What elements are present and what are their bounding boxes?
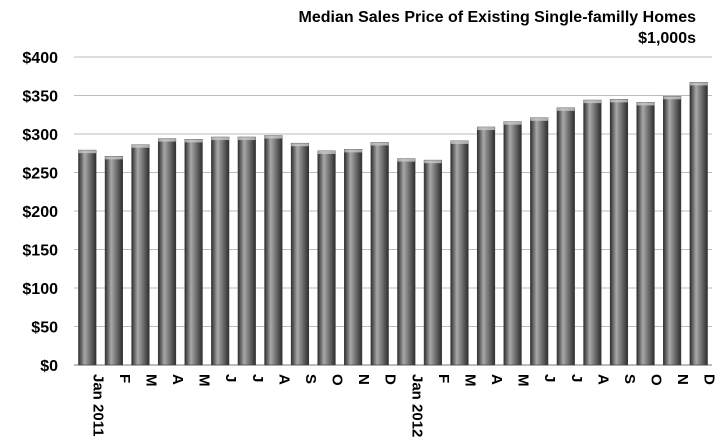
x-tick-label: S bbox=[302, 374, 319, 384]
x-tick-label: J bbox=[568, 374, 585, 382]
x-tick-label: M bbox=[196, 374, 213, 387]
x-tick-label: N bbox=[355, 374, 372, 385]
x-tick-label: J bbox=[249, 374, 266, 382]
x-tick-label: F bbox=[116, 374, 133, 383]
bar bbox=[397, 158, 416, 366]
bar bbox=[237, 136, 256, 366]
bar-cap bbox=[370, 142, 389, 146]
bar bbox=[131, 144, 150, 366]
x-tick-label: A bbox=[594, 374, 611, 385]
bar bbox=[211, 136, 230, 366]
bar bbox=[583, 99, 602, 366]
x-tick-label: A bbox=[488, 374, 505, 385]
bar bbox=[663, 95, 682, 366]
bar-cap bbox=[663, 96, 681, 100]
x-tick-label: D bbox=[382, 374, 399, 385]
bar-cap bbox=[344, 149, 362, 153]
x-tick-label: F bbox=[435, 374, 452, 383]
x-tick-label: O bbox=[648, 374, 665, 386]
x-tick-label: A bbox=[275, 374, 292, 385]
bar bbox=[530, 117, 549, 366]
bar-cap bbox=[424, 160, 442, 164]
y-tick-label: $250 bbox=[22, 166, 58, 183]
bar bbox=[104, 156, 123, 366]
bar-cap bbox=[291, 143, 309, 147]
bar-cap bbox=[503, 121, 522, 125]
y-tick-label: $0 bbox=[40, 358, 58, 375]
bar-cap bbox=[583, 100, 602, 104]
y-tick-label: $100 bbox=[22, 281, 58, 298]
bar-cap bbox=[238, 137, 256, 141]
bar bbox=[290, 142, 310, 366]
chart-title: Median Sales Price of Existing Single-fa… bbox=[298, 9, 696, 26]
bar bbox=[184, 139, 203, 366]
bar bbox=[450, 140, 469, 366]
bar bbox=[317, 150, 336, 366]
bars bbox=[78, 82, 708, 366]
bar-cap bbox=[105, 156, 123, 160]
bar-cap bbox=[450, 140, 469, 144]
bar bbox=[157, 138, 177, 366]
x-tick-label: M bbox=[142, 374, 159, 387]
bar-cap bbox=[317, 150, 336, 154]
y-axis-ticks: $0 $50 $100 $150 $200 $250 $300 $350 $400 bbox=[22, 50, 58, 375]
bar-cap bbox=[131, 144, 150, 148]
x-tick-label: Jan 2011 bbox=[89, 374, 106, 437]
x-axis-ticks: Jan 2011 F M A M J J A S O N D Jan 2012 F M A M J J A S O N D bbox=[89, 374, 717, 437]
bar-cap bbox=[477, 127, 495, 131]
bar bbox=[556, 107, 575, 366]
bar bbox=[689, 82, 708, 366]
x-tick-label: M bbox=[461, 374, 478, 387]
gridlines bbox=[74, 56, 712, 366]
x-tick-label: Jan 2012 bbox=[408, 374, 425, 437]
chart-subtitle: $1,000s bbox=[638, 30, 696, 47]
x-tick-label: O bbox=[329, 374, 346, 386]
bar bbox=[264, 135, 283, 366]
bar-cap bbox=[184, 139, 203, 143]
bar bbox=[476, 126, 496, 366]
x-tick-label: A bbox=[169, 374, 186, 385]
bar-cap bbox=[557, 107, 575, 111]
x-tick-label: N bbox=[674, 374, 691, 385]
x-tick-label: D bbox=[701, 374, 718, 385]
x-tick-label: S bbox=[621, 374, 638, 384]
y-tick-label: $200 bbox=[22, 204, 58, 221]
x-tick-label: J bbox=[541, 374, 558, 382]
bar-cap bbox=[610, 99, 628, 103]
bar-cap bbox=[636, 102, 655, 106]
bar-cap bbox=[264, 135, 283, 139]
bar bbox=[78, 149, 97, 366]
bar-cap bbox=[158, 138, 176, 142]
y-tick-label: $150 bbox=[22, 243, 58, 260]
y-tick-label: $50 bbox=[31, 320, 58, 337]
bar bbox=[609, 99, 629, 366]
y-tick-label: $350 bbox=[22, 89, 58, 106]
bar bbox=[344, 149, 363, 366]
x-tick-label: J bbox=[222, 374, 239, 382]
bar bbox=[636, 102, 655, 366]
y-tick-label: $300 bbox=[22, 127, 58, 144]
bar-cap bbox=[397, 158, 416, 162]
bar-cap bbox=[689, 82, 708, 86]
bar bbox=[423, 159, 442, 366]
bar-cap bbox=[211, 137, 229, 141]
bar-cap bbox=[530, 117, 548, 121]
bar-cap bbox=[78, 150, 97, 154]
bar bbox=[370, 142, 389, 366]
y-tick-label: $400 bbox=[22, 50, 58, 67]
bar bbox=[503, 121, 522, 366]
x-tick-label: M bbox=[515, 374, 532, 387]
